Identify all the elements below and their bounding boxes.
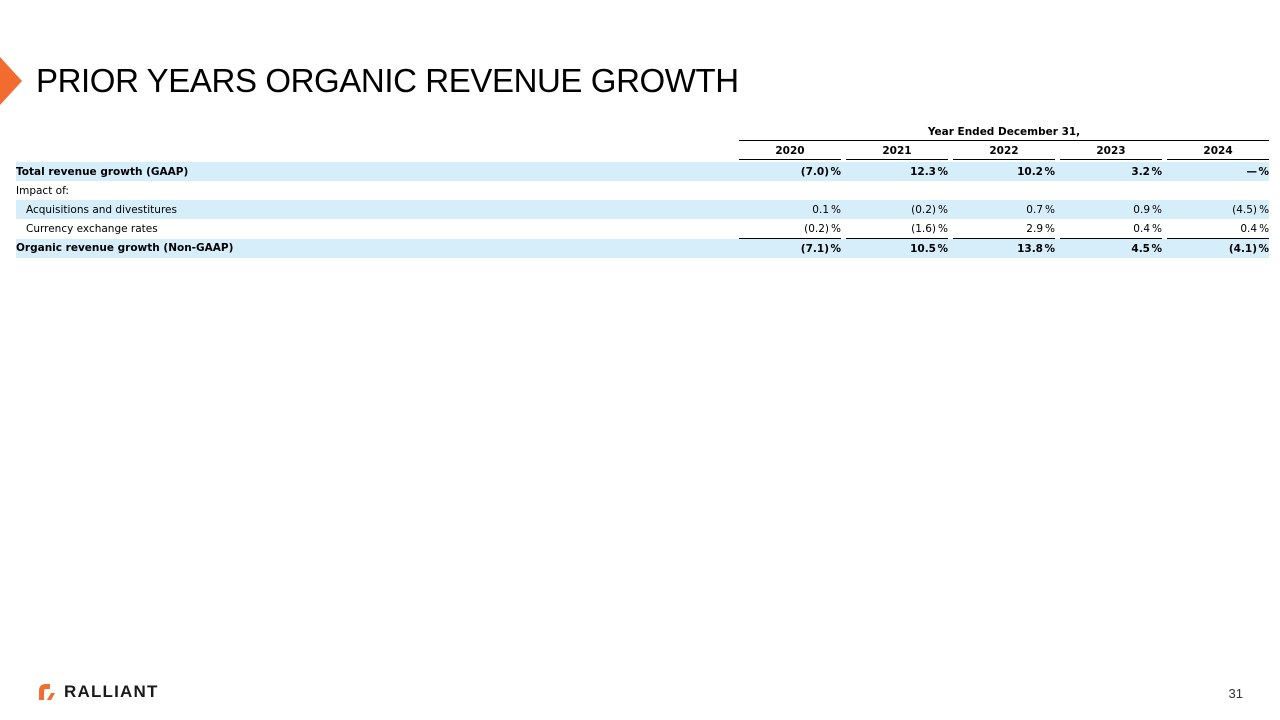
year-header: 2021 — [846, 145, 948, 160]
cell-value: 4.5 — [1131, 242, 1150, 255]
year-header: 2024 — [1167, 145, 1270, 160]
period-header-row: Year Ended December 31, — [16, 124, 1270, 143]
table-row: Acquisitions and divestitures 0.1% (0.2)… — [16, 200, 1270, 219]
cell-unit: % — [1151, 242, 1162, 255]
row-label: Organic revenue growth (Non-GAAP) — [16, 238, 734, 258]
table-row: Organic revenue growth (Non-GAAP) (7.1)%… — [16, 238, 1270, 258]
row-label: Currency exchange rates — [26, 222, 158, 235]
cell-unit: % — [1045, 203, 1055, 216]
cell-value: — — [1246, 165, 1258, 178]
cell-value: 3.2 — [1131, 165, 1150, 178]
cell-value: 10.5 — [910, 242, 936, 255]
period-header: Year Ended December 31, — [739, 126, 1270, 141]
cell-unit: % — [1044, 165, 1055, 178]
year-header: 2023 — [1060, 145, 1162, 160]
ralliant-logo-icon — [39, 684, 55, 700]
cell-unit: % — [938, 222, 948, 235]
year-header: 2022 — [953, 145, 1055, 160]
cell-value: (0.2) — [911, 203, 936, 216]
row-label: Acquisitions and divestitures — [16, 200, 734, 219]
page-title: PRIOR YEARS ORGANIC REVENUE GROWTH — [36, 62, 739, 99]
cell-value: 12.3 — [910, 165, 936, 178]
brand-logo: RALLIANT — [38, 682, 159, 702]
table-row: Currency exchange rates (0.2)% (1.6)% 2.… — [16, 219, 1270, 239]
row-label: Impact of: — [16, 184, 69, 197]
cell-unit: % — [1151, 165, 1162, 178]
cell-unit: % — [1152, 222, 1162, 235]
cell-value: (1.6) — [911, 222, 936, 235]
cell-value: 0.9 — [1133, 203, 1150, 216]
cell-unit: % — [938, 203, 948, 216]
row-label: Total revenue growth (GAAP) — [16, 162, 734, 181]
cell-value: (0.2) — [804, 222, 829, 235]
table-row: Total revenue growth (GAAP) (7.0)% 12.3%… — [16, 162, 1270, 181]
cell-unit: % — [1152, 203, 1162, 216]
cell-value: 0.7 — [1026, 203, 1043, 216]
cell-value: 2.9 — [1026, 222, 1043, 235]
cell-value: 10.2 — [1017, 165, 1043, 178]
cell-value: (4.1) — [1228, 242, 1258, 255]
cell-unit: % — [830, 242, 841, 255]
cell-value: (7.1) — [800, 242, 829, 255]
accent-arrow-icon — [0, 57, 22, 105]
cell-unit: % — [830, 165, 841, 178]
cell-value: 13.8 — [1017, 242, 1043, 255]
cell-unit: % — [831, 222, 841, 235]
cell-unit: % — [1258, 242, 1270, 255]
cell-unit: % — [1259, 222, 1270, 235]
cell-value: 0.4 — [1240, 222, 1258, 235]
page-number: 31 — [1228, 686, 1243, 701]
cell-unit: % — [1045, 222, 1055, 235]
cell-value: 0.1 — [812, 203, 829, 216]
table-row: Impact of: — [16, 181, 1269, 200]
year-header: 2020 — [739, 145, 841, 160]
cell-value: 0.4 — [1133, 222, 1150, 235]
brand-name: RALLIANT — [64, 682, 159, 701]
cell-value: (7.0) — [800, 165, 829, 178]
year-header-row: 2020 2021 2022 2023 2024 — [16, 143, 1270, 162]
cell-unit: % — [1258, 165, 1270, 178]
cell-unit: % — [937, 242, 948, 255]
cell-unit: % — [831, 203, 841, 216]
cell-unit: % — [1044, 242, 1055, 255]
cell-value: (4.5) — [1232, 203, 1258, 216]
organic-growth-table: Year Ended December 31, 2020 2021 2022 2… — [16, 124, 1270, 258]
cell-unit: % — [937, 165, 948, 178]
cell-unit: % — [1259, 203, 1270, 216]
